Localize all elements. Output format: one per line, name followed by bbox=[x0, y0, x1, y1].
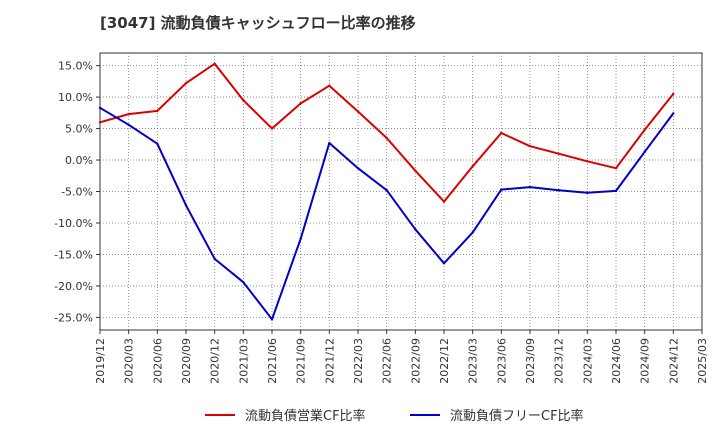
x-axis-ticks: 2019/12 2020/03 2020/06 2020/09 2020/12 2021/… bbox=[94, 330, 709, 384]
data-point-series-2 bbox=[672, 112, 675, 115]
data-point-series-2 bbox=[557, 189, 560, 192]
data-point-series-1 bbox=[270, 127, 274, 130]
grid-layer bbox=[100, 53, 702, 330]
chart-title: [3047] 流動負債キャッシュフロー比率の推移 bbox=[100, 14, 416, 32]
x-tick-label: 2019/12 bbox=[94, 338, 107, 384]
data-point-series-2 bbox=[586, 191, 589, 194]
data-point-series-2 bbox=[270, 318, 274, 321]
data-point-series-2 bbox=[528, 185, 532, 189]
data-point-series-1 bbox=[184, 82, 188, 85]
data-point-series-2 bbox=[385, 189, 388, 192]
data-point-series-2 bbox=[442, 262, 446, 265]
y-axis-ticks: 15.0% 10.0% 5.0% 0.0% -5.0% -10.0% -15.0% -20.0… bbox=[54, 60, 100, 324]
data-point-series-1 bbox=[242, 99, 245, 102]
data-point-series-2 bbox=[356, 167, 360, 170]
x-tick-label: 2021/12 bbox=[323, 338, 336, 384]
data-point-series-1 bbox=[586, 160, 589, 163]
x-tick-label: 2024/03 bbox=[581, 338, 594, 384]
x-tick-label: 2023/03 bbox=[467, 338, 480, 384]
x-tick-label: 2021/03 bbox=[237, 338, 250, 384]
legend-label-1: 流動負債営業CF比率 bbox=[245, 408, 366, 424]
data-point-series-2 bbox=[500, 188, 503, 191]
legend-label-2: 流動負債フリーCF比率 bbox=[450, 408, 584, 424]
data-point-series-2 bbox=[98, 106, 102, 109]
x-tick-label: 2022/06 bbox=[381, 338, 394, 384]
x-tick-label: 2024/09 bbox=[639, 338, 652, 384]
x-tick-label: 2023/09 bbox=[524, 338, 537, 384]
legend: 流動負債営業CF比率 流動負債フリーCF比率 bbox=[205, 408, 584, 424]
data-point-series-1 bbox=[127, 112, 130, 116]
x-tick-label: 2020/06 bbox=[151, 338, 164, 384]
data-point-series-2 bbox=[328, 141, 331, 145]
x-tick-label: 2025/03 bbox=[696, 338, 709, 384]
series-layer bbox=[98, 62, 675, 321]
y-tick-label: 5.0% bbox=[65, 123, 93, 136]
x-tick-label: 2022/09 bbox=[409, 338, 422, 384]
data-point-series-2 bbox=[414, 228, 417, 231]
x-tick-label: 2023/06 bbox=[495, 338, 508, 384]
x-tick-label: 2024/12 bbox=[667, 338, 680, 384]
data-point-series-2 bbox=[471, 231, 474, 234]
data-point-series-1 bbox=[557, 152, 560, 155]
data-point-series-1 bbox=[356, 110, 360, 113]
x-tick-label: 2021/09 bbox=[295, 338, 308, 384]
data-point-series-1 bbox=[385, 136, 388, 140]
data-point-series-2 bbox=[299, 237, 302, 240]
data-point-series-1 bbox=[500, 131, 503, 135]
data-point-series-2 bbox=[242, 280, 245, 284]
x-tick-label: 2020/03 bbox=[123, 338, 136, 384]
y-tick-label: -5.0% bbox=[61, 186, 93, 199]
data-point-series-1 bbox=[156, 109, 159, 113]
data-point-series-1 bbox=[414, 169, 417, 172]
data-point-series-1 bbox=[672, 92, 675, 96]
data-point-series-2 bbox=[643, 150, 646, 154]
x-tick-label: 2024/06 bbox=[610, 338, 623, 384]
data-point-series-1 bbox=[643, 128, 646, 132]
data-point-series-1 bbox=[328, 84, 331, 87]
y-tick-label: -10.0% bbox=[54, 217, 93, 230]
data-point-series-1 bbox=[471, 165, 474, 168]
x-tick-label: 2022/12 bbox=[438, 338, 451, 384]
data-point-series-1 bbox=[528, 144, 532, 148]
y-tick-label: 15.0% bbox=[58, 60, 93, 73]
data-point-series-2 bbox=[156, 142, 159, 145]
data-point-series-1 bbox=[614, 167, 618, 170]
x-tick-label: 2021/06 bbox=[266, 338, 279, 384]
x-tick-label: 2020/12 bbox=[209, 338, 222, 384]
data-point-series-2 bbox=[127, 123, 130, 126]
y-tick-label: 10.0% bbox=[58, 91, 93, 104]
data-point-series-2 bbox=[614, 189, 618, 193]
data-point-series-2 bbox=[213, 257, 216, 261]
y-tick-label: -25.0% bbox=[54, 311, 93, 324]
data-point-series-1 bbox=[442, 200, 446, 203]
data-point-series-1 bbox=[98, 121, 102, 124]
x-tick-label: 2020/09 bbox=[180, 338, 193, 384]
x-tick-label: 2022/03 bbox=[352, 338, 365, 384]
x-tick-label: 2023/12 bbox=[553, 338, 566, 384]
y-tick-label: -20.0% bbox=[54, 280, 93, 293]
y-tick-label: -15.0% bbox=[54, 248, 93, 261]
y-tick-label: 0.0% bbox=[65, 154, 93, 167]
data-point-series-1 bbox=[299, 102, 302, 105]
data-point-series-1 bbox=[213, 62, 216, 65]
data-point-series-2 bbox=[184, 204, 188, 207]
